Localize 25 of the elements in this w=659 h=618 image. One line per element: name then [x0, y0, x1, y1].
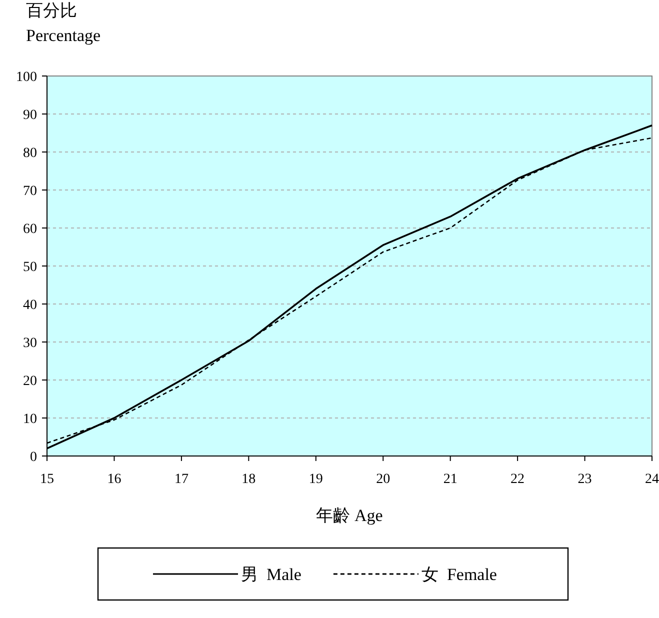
y-tick-label: 30 — [23, 336, 37, 351]
x-axis-title: 年齡 Age — [316, 506, 383, 525]
y-tick-label: 70 — [23, 184, 37, 199]
x-tick-label: 19 — [308, 472, 323, 487]
y-tick-label: 10 — [23, 412, 37, 427]
legend-label: 女 Female — [421, 565, 497, 584]
x-tick-label: 17 — [174, 472, 188, 487]
x-tick-label: 23 — [578, 472, 592, 487]
y-tick-label: 0 — [30, 450, 37, 465]
x-tick-label: 22 — [510, 472, 525, 487]
y-tick-label: 40 — [23, 298, 37, 313]
y-tick-label: 90 — [23, 108, 37, 123]
y-tick-label: 80 — [23, 146, 37, 161]
x-tick-label: 21 — [443, 472, 458, 487]
legend-label: 男 Male — [241, 565, 302, 584]
y-tick-label: 50 — [23, 260, 37, 275]
y-tick-label: 100 — [16, 70, 37, 85]
x-tick-label: 15 — [40, 472, 54, 487]
y-tick-label: 60 — [23, 222, 37, 237]
y-tick-label: 20 — [23, 374, 37, 389]
y-axis-title: 百分比 Percentage — [26, 1, 101, 45]
x-tick-label: 18 — [242, 472, 256, 487]
x-tick-label: 20 — [376, 472, 390, 487]
x-tick-label: 24 — [645, 472, 659, 487]
x-tick-label: 16 — [107, 472, 122, 487]
